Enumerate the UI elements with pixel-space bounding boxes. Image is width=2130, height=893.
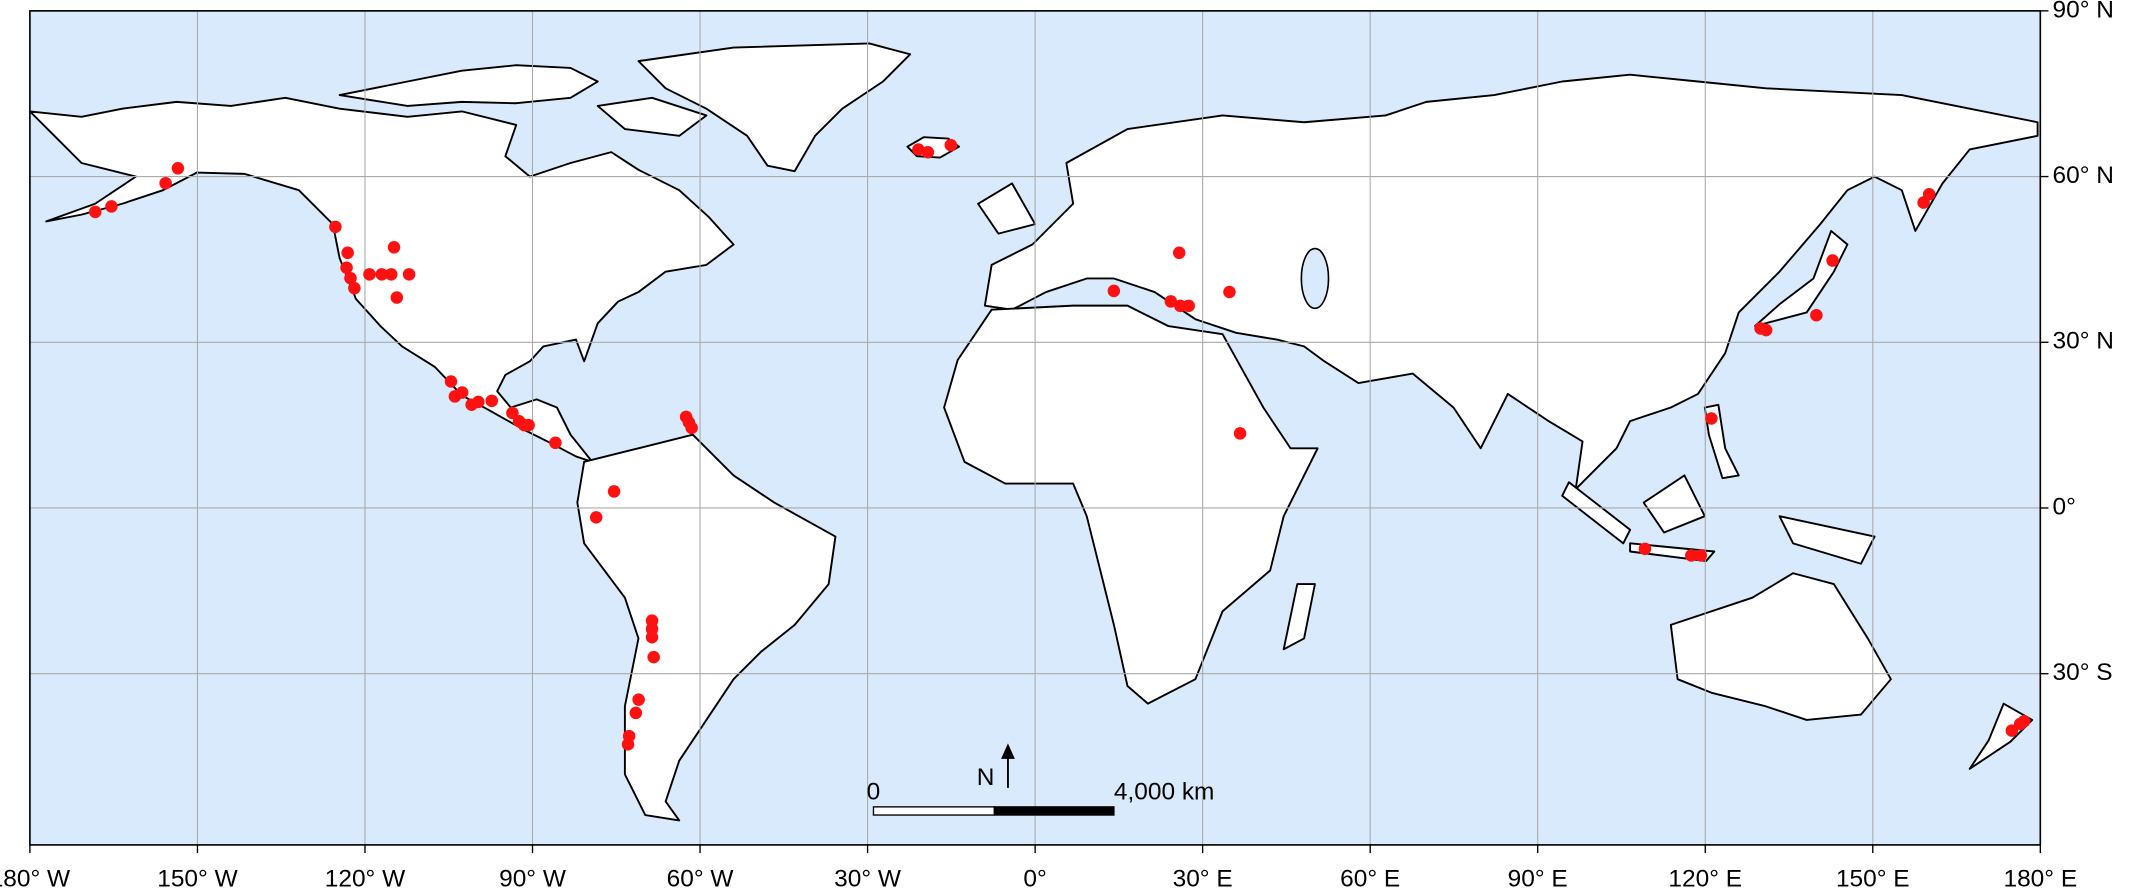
point <box>1107 284 1121 298</box>
point <box>1182 299 1195 313</box>
scale-zero-label: 0 <box>867 779 881 806</box>
x-tick-label: 180° E <box>2003 866 2077 893</box>
point <box>89 205 102 219</box>
north-label: N <box>977 764 995 791</box>
point <box>921 146 935 159</box>
x-tick-label: 150° E <box>1836 866 1910 893</box>
point <box>1638 542 1652 556</box>
greenland <box>637 42 912 173</box>
point <box>1233 427 1247 440</box>
x-tick-label: 90° W <box>499 866 566 893</box>
point <box>171 162 185 175</box>
x-tick-label: 60° E <box>1340 866 1400 893</box>
south-america <box>576 433 837 822</box>
point <box>340 261 353 274</box>
point <box>629 706 643 720</box>
point <box>645 630 659 644</box>
point <box>105 200 118 213</box>
point <box>444 375 458 388</box>
sumatra <box>1561 481 1632 545</box>
point <box>685 421 698 435</box>
africa <box>943 304 1319 705</box>
x-tick-label: 120° E <box>1668 866 1742 893</box>
x-tick-label: 120° W <box>325 866 405 893</box>
australia <box>1669 572 1892 721</box>
y-tick-label: 90° N <box>2053 0 2114 23</box>
point <box>485 394 498 408</box>
point <box>506 406 519 420</box>
north-arrow <box>1001 743 1015 788</box>
y-tick-label: 30° N <box>2053 328 2114 355</box>
point <box>375 268 388 281</box>
x-tick-label: 30° W <box>834 866 901 893</box>
y-tick-label: 0° <box>2053 493 2076 520</box>
x-tick-label: 60° W <box>667 866 734 893</box>
caspian-sea <box>1300 247 1330 310</box>
point <box>522 418 535 432</box>
point <box>402 268 416 281</box>
point <box>341 246 354 260</box>
x-tick-label: 30° E <box>1173 866 1233 893</box>
point <box>647 650 660 664</box>
point <box>944 138 958 152</box>
point <box>632 693 645 706</box>
point <box>1759 323 1773 337</box>
point <box>2017 714 2031 728</box>
point <box>363 268 376 281</box>
point <box>1810 308 1823 322</box>
point <box>329 220 342 234</box>
new-guinea <box>1778 515 1876 565</box>
arctic-islands <box>338 64 708 137</box>
point <box>455 386 469 399</box>
x-tick-label: 180° W <box>0 866 70 893</box>
point <box>1164 295 1178 308</box>
y-tick-label: 60° N <box>2053 162 2114 189</box>
point <box>1223 285 1236 299</box>
point <box>1685 549 1698 562</box>
point <box>387 241 401 254</box>
point <box>348 281 361 295</box>
point <box>384 268 398 281</box>
point <box>1172 246 1186 260</box>
scale-bar-black <box>993 806 1115 816</box>
point <box>1826 254 1839 267</box>
point <box>607 485 621 498</box>
x-tick-label: 0° <box>1023 866 1046 893</box>
point <box>472 395 485 409</box>
x-tick-label: 90° E <box>1508 866 1568 893</box>
x-tick-label: 150° W <box>157 866 237 893</box>
scale-end-label: 4,000 km <box>1114 779 1215 806</box>
point <box>1922 187 1936 201</box>
japan <box>1754 229 1849 327</box>
scale-bar: 0 4,000 km N <box>867 743 1215 816</box>
scale-bar-white <box>872 806 996 816</box>
point <box>159 176 172 190</box>
point <box>1694 549 1708 562</box>
point <box>621 738 635 751</box>
point <box>390 291 404 304</box>
point <box>912 143 925 156</box>
point <box>589 511 603 524</box>
y-tick-label: 30° S <box>2053 659 2113 686</box>
eurasia <box>983 73 2039 490</box>
point <box>549 436 562 450</box>
point <box>344 271 357 285</box>
point <box>2005 724 2019 737</box>
points <box>89 138 2031 751</box>
madagascar <box>1282 583 1316 651</box>
point <box>1705 412 1718 425</box>
